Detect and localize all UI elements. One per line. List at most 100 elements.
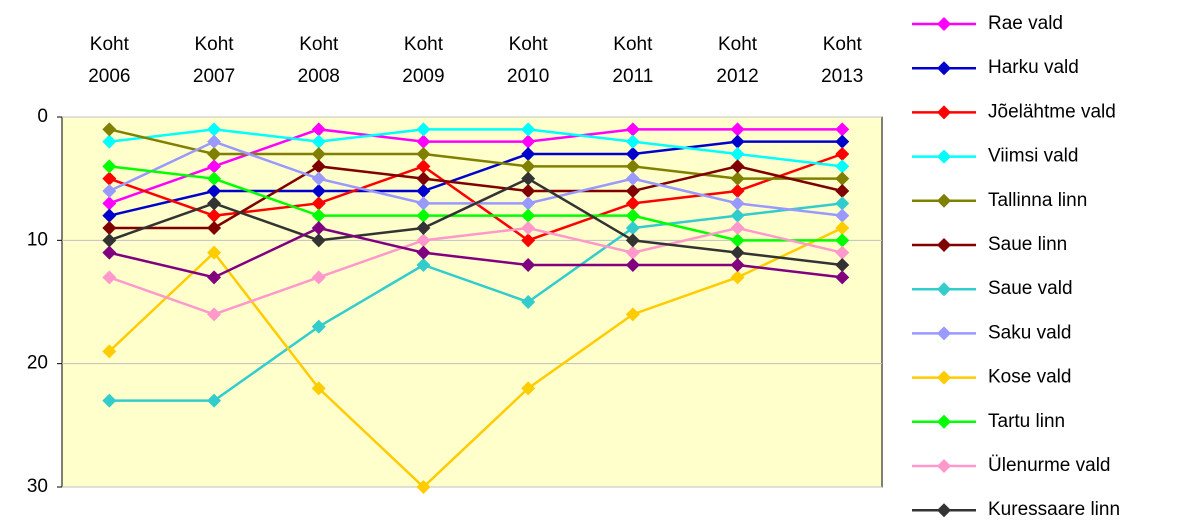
data-point <box>835 122 850 137</box>
data-point <box>207 393 222 408</box>
data-point <box>102 344 117 359</box>
data-point <box>311 171 326 186</box>
data-point <box>416 245 431 260</box>
series-line <box>109 165 843 242</box>
series-line <box>108 177 843 267</box>
data-point <box>102 270 117 285</box>
legend-marker <box>937 370 951 385</box>
data-point <box>730 147 745 161</box>
legend-label: Saue vald <box>988 278 1073 299</box>
data-point <box>730 196 745 211</box>
legend-label: Kuressaare linn <box>988 499 1120 520</box>
data-point <box>835 208 850 223</box>
data-point <box>207 122 222 137</box>
data-point <box>625 233 640 248</box>
data-point <box>730 258 745 272</box>
data-point <box>416 233 431 248</box>
data-point <box>835 134 850 149</box>
data-point <box>625 258 640 272</box>
data-point <box>521 134 536 149</box>
data-point <box>835 171 850 186</box>
x-tick-label: Koht 2008 <box>298 34 340 87</box>
data-point <box>416 159 431 174</box>
data-point <box>521 171 536 186</box>
data-point <box>521 122 536 137</box>
legend-label: Tallinna linn <box>988 190 1087 211</box>
data-point <box>835 245 850 260</box>
data-point <box>311 159 326 174</box>
legend-label: Rae vald <box>988 13 1063 34</box>
data-point <box>730 159 745 174</box>
x-tick-label: Koht 2011 <box>612 34 653 87</box>
data-point <box>207 221 222 235</box>
data-point <box>730 221 745 235</box>
data-point <box>207 184 222 198</box>
data-point <box>102 159 117 174</box>
data-point <box>730 184 745 198</box>
legend-label: Saue linn <box>988 234 1067 255</box>
data-point <box>102 208 117 223</box>
data-point <box>311 270 326 285</box>
data-point <box>416 171 431 186</box>
series-line <box>109 202 843 402</box>
data-point <box>207 208 222 223</box>
y-tick-label: 10 <box>27 229 48 250</box>
data-point <box>521 381 536 396</box>
legend-marker <box>937 503 951 518</box>
data-point <box>835 184 850 198</box>
data-point <box>835 233 850 248</box>
legend-marker <box>937 149 951 164</box>
data-point <box>625 122 640 137</box>
data-point <box>521 147 536 161</box>
data-point <box>730 122 745 137</box>
series-line <box>108 226 843 316</box>
x-tick-label: Koht 2006 <box>88 34 130 87</box>
legend-label: Kose vald <box>988 367 1071 388</box>
series-line <box>109 165 843 230</box>
legend-marker <box>937 61 951 76</box>
data-point <box>311 319 326 334</box>
data-point <box>416 480 431 494</box>
y-tick-label: 0 <box>37 106 48 127</box>
legend-marker <box>937 282 951 297</box>
data-point <box>311 208 326 223</box>
data-point <box>416 184 431 198</box>
data-point <box>207 159 222 174</box>
data-point <box>835 270 850 285</box>
data-point <box>207 171 222 186</box>
data-point <box>625 221 640 235</box>
data-point <box>207 307 222 322</box>
series-line <box>109 140 843 217</box>
data-point <box>521 208 536 223</box>
data-point <box>521 196 536 211</box>
data-point <box>730 208 745 223</box>
data-point <box>835 221 850 235</box>
data-point <box>207 270 222 285</box>
data-point <box>730 171 745 186</box>
data-point <box>416 258 431 272</box>
data-point <box>625 307 640 322</box>
y-tick-label: 30 <box>27 476 48 497</box>
legend-marker <box>937 238 951 252</box>
series-line <box>109 226 843 279</box>
data-point <box>521 221 536 235</box>
data-point <box>730 233 745 248</box>
data-point <box>625 184 640 198</box>
data-point <box>311 196 326 211</box>
data-point <box>521 184 536 198</box>
data-point <box>521 233 536 248</box>
data-point <box>625 134 640 149</box>
data-point <box>102 122 117 137</box>
data-point <box>416 196 431 211</box>
data-point <box>102 221 117 235</box>
data-point <box>625 245 640 260</box>
data-point <box>521 159 536 174</box>
data-point <box>521 295 536 309</box>
data-point <box>625 196 640 211</box>
x-tick-label: Koht 2010 <box>507 34 549 87</box>
data-point <box>835 147 850 161</box>
data-point <box>311 381 326 396</box>
legend-marker <box>937 17 951 31</box>
data-point <box>416 147 431 161</box>
x-tick-label: Koht 2012 <box>716 34 758 87</box>
